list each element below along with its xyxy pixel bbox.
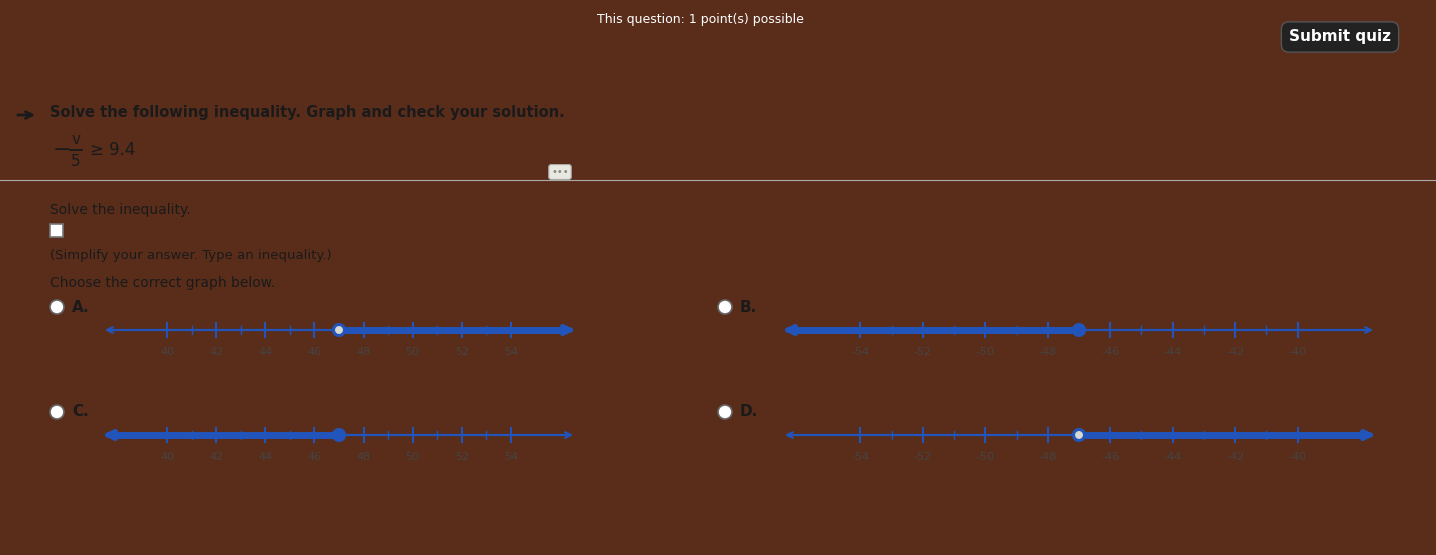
Text: 44: 44 (258, 452, 273, 462)
Circle shape (1074, 430, 1084, 441)
FancyBboxPatch shape (50, 224, 63, 237)
Text: -48: -48 (1038, 452, 1057, 462)
Text: B.: B. (740, 300, 757, 315)
Circle shape (50, 300, 65, 314)
Text: 50: 50 (405, 347, 419, 357)
Text: 46: 46 (307, 452, 322, 462)
Text: Submit quiz: Submit quiz (1290, 29, 1391, 44)
Text: ≥ 9.4: ≥ 9.4 (90, 141, 135, 159)
Text: -52: -52 (913, 452, 932, 462)
Text: −: − (53, 140, 72, 160)
Text: Choose the correct graph below.: Choose the correct graph below. (50, 276, 276, 290)
Text: -54: -54 (852, 452, 870, 462)
Text: D.: D. (740, 405, 758, 420)
Circle shape (718, 300, 732, 314)
Text: 48: 48 (356, 452, 370, 462)
Text: 42: 42 (210, 452, 224, 462)
Circle shape (718, 405, 732, 419)
Text: 40: 40 (159, 347, 174, 357)
Text: A.: A. (72, 300, 89, 315)
Text: -46: -46 (1101, 347, 1119, 357)
Circle shape (1074, 325, 1084, 336)
Text: -44: -44 (1163, 452, 1182, 462)
Text: This question: 1 point(s) possible: This question: 1 point(s) possible (596, 13, 803, 27)
Text: 44: 44 (258, 347, 273, 357)
Text: 54: 54 (504, 452, 518, 462)
Text: Solve the following inequality. Graph and check your solution.: Solve the following inequality. Graph an… (50, 104, 564, 119)
Text: -46: -46 (1101, 452, 1119, 462)
Circle shape (333, 325, 345, 336)
Text: -42: -42 (1226, 347, 1244, 357)
Circle shape (333, 430, 345, 441)
Text: 40: 40 (159, 452, 174, 462)
Text: 52: 52 (455, 347, 468, 357)
Text: (Simplify your answer. Type an inequality.): (Simplify your answer. Type an inequalit… (50, 249, 332, 261)
Text: Solve the inequality.: Solve the inequality. (50, 203, 191, 217)
Text: 42: 42 (210, 347, 224, 357)
Text: -44: -44 (1163, 347, 1182, 357)
Text: 50: 50 (405, 452, 419, 462)
Text: -42: -42 (1226, 452, 1244, 462)
Text: -48: -48 (1038, 347, 1057, 357)
Text: C.: C. (72, 405, 89, 420)
Text: 52: 52 (455, 452, 468, 462)
Text: -40: -40 (1288, 347, 1307, 357)
Text: 48: 48 (356, 347, 370, 357)
Text: -50: -50 (976, 347, 994, 357)
Text: -54: -54 (852, 347, 870, 357)
Text: -52: -52 (913, 347, 932, 357)
Text: 46: 46 (307, 347, 322, 357)
Text: 54: 54 (504, 347, 518, 357)
Text: -50: -50 (976, 452, 994, 462)
Text: -40: -40 (1288, 452, 1307, 462)
Text: v: v (72, 132, 80, 147)
Text: •••: ••• (551, 167, 569, 177)
Circle shape (50, 405, 65, 419)
Text: 5: 5 (72, 154, 80, 169)
